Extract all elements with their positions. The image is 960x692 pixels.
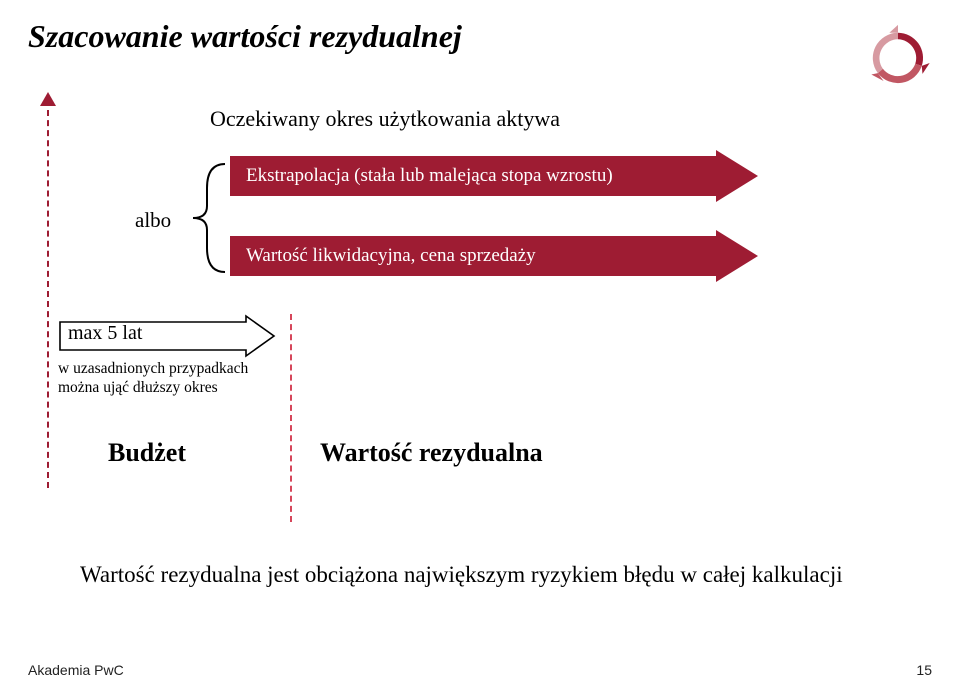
option-row-2: Wartość likwidacyjna, cena sprzedaży: [230, 235, 758, 277]
footer-brand: Akademia PwC: [28, 662, 124, 678]
option-box-1: Ekstrapolacja (stała lub malejąca stopa …: [230, 156, 699, 196]
option-box-2: Wartość likwidacyjna, cena sprzedaży: [230, 236, 699, 276]
max-note: w uzasadnionych przypadkach można ująć d…: [58, 360, 258, 397]
option-row-1: Ekstrapolacja (stała lub malejąca stopa …: [230, 155, 758, 197]
page-number: 15: [916, 662, 932, 678]
slide-root: Szacowanie wartości rezydualnej Oczekiwa…: [0, 0, 960, 692]
page-title: Szacowanie wartości rezydualnej: [28, 18, 462, 55]
vertical-separator: [290, 314, 292, 522]
subtitle-text: Oczekiwany okres użytkowania aktywa: [210, 106, 560, 132]
bottom-statement: Wartość rezydualna jest obciążona najwię…: [80, 560, 890, 590]
heading-residual: Wartość rezydualna: [320, 438, 543, 468]
albo-label: albo: [135, 208, 171, 233]
heading-budget: Budżet: [108, 438, 186, 468]
cycle-icon: [862, 22, 934, 94]
max-label: max 5 lat: [68, 322, 142, 345]
brace-icon: [185, 158, 227, 278]
arrow-right-icon: [698, 230, 758, 282]
arrow-right-icon: [698, 150, 758, 202]
vertical-dashed-line: [47, 100, 49, 488]
